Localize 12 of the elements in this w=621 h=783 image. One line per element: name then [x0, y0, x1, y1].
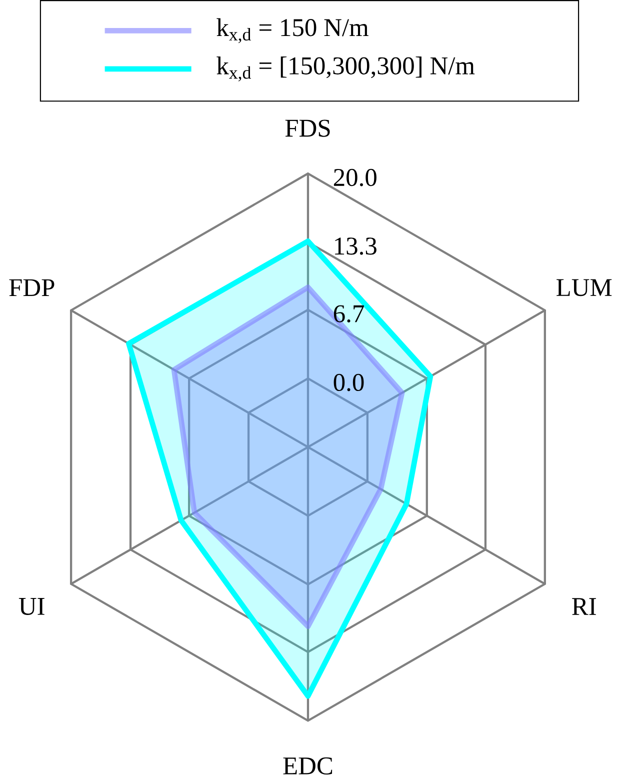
y-tick-label: 6.7: [334, 305, 364, 322]
spoke-label: UI: [18, 598, 44, 615]
spoke-label: LUM: [556, 279, 612, 296]
y-tick-label: 0.0: [334, 374, 364, 392]
legend-label: k$_{x,d}$ = 150 N/m: [216, 18, 369, 44]
y-tick-label: 20.0: [334, 168, 376, 186]
spoke-label: RI: [572, 598, 596, 615]
legend-label: k$_{x,d}$ = [150,300,300] N/m: [216, 56, 475, 82]
spoke-label: FDS: [285, 120, 330, 137]
y-tick-label: 13.3: [335, 238, 376, 255]
spoke-label: EDC: [283, 757, 332, 775]
spoke-label: FDP: [9, 279, 54, 296]
